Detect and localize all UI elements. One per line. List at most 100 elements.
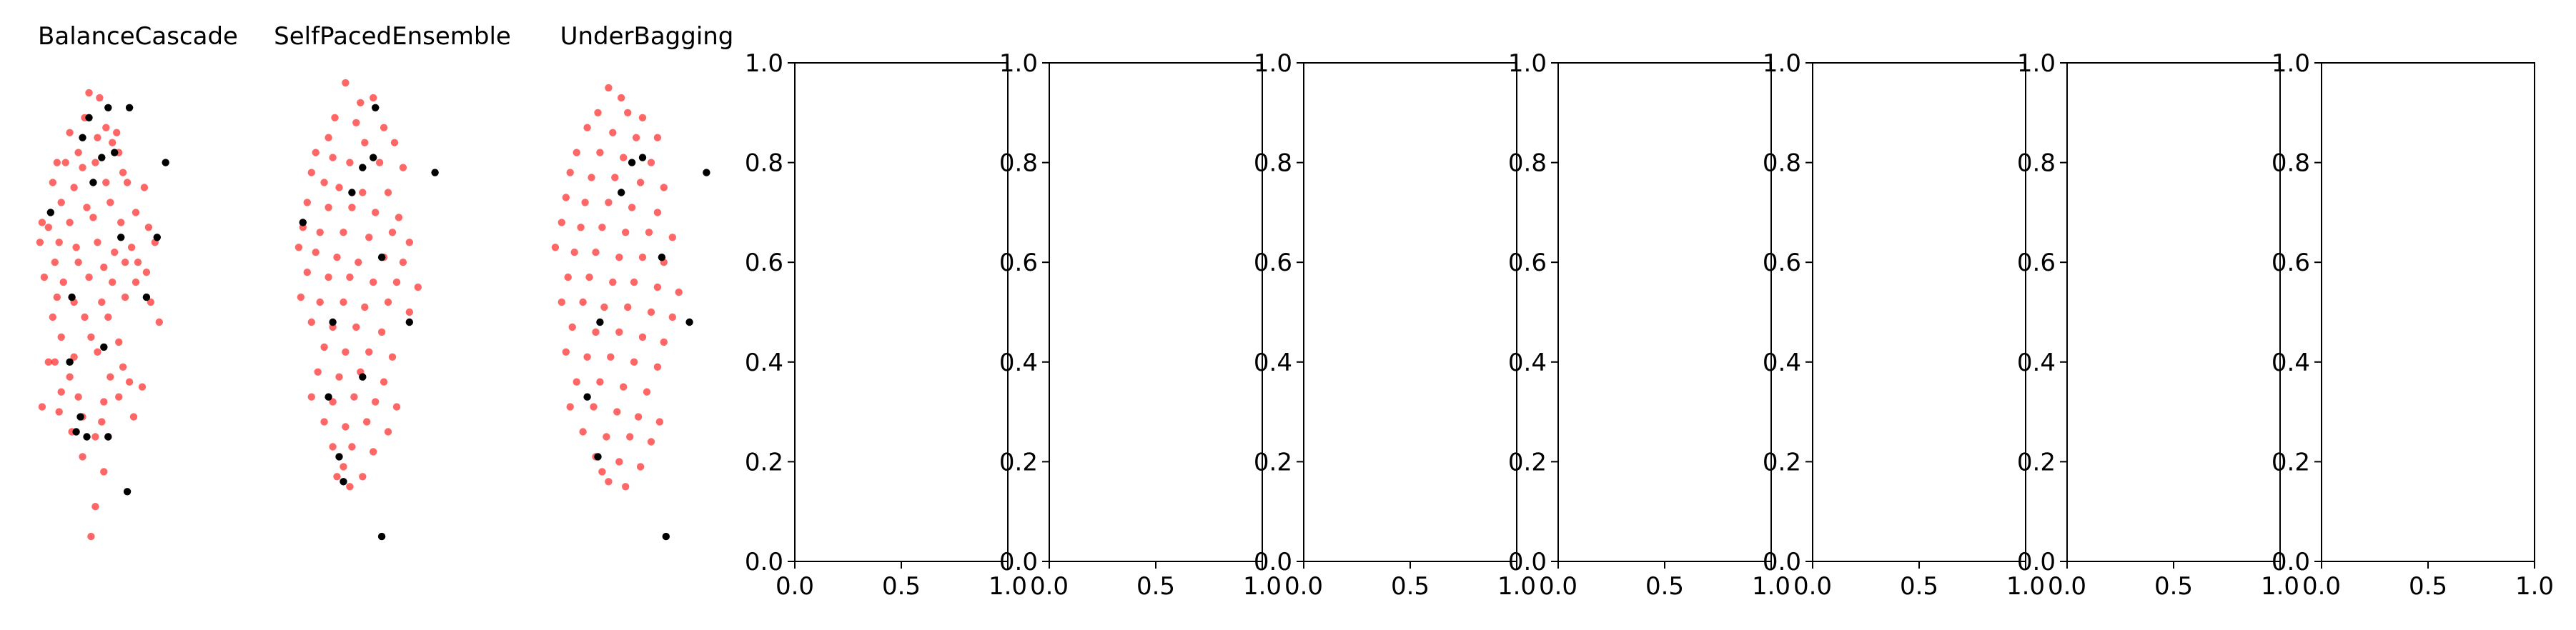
majority-point [592, 328, 600, 336]
majority-point [100, 468, 108, 476]
minority-point [628, 159, 636, 166]
majority-point [314, 368, 322, 376]
majority-point [61, 159, 69, 166]
majority-point [87, 333, 95, 341]
majority-point [316, 229, 324, 236]
y-tick-label: 0.6 [1254, 249, 1292, 277]
majority-point [38, 403, 46, 411]
majority-point [346, 159, 354, 166]
majority-point [303, 199, 311, 206]
majority-point [630, 358, 638, 366]
x-tick-label: 0.0 [1539, 572, 1577, 601]
minority-point [83, 433, 91, 441]
majority-point [352, 323, 360, 331]
majority-point [579, 428, 587, 436]
majority-point [342, 79, 350, 87]
majority-point [44, 358, 52, 366]
x-tick-label: 0.0 [1030, 572, 1069, 601]
majority-point [294, 244, 303, 251]
majority-point [583, 124, 591, 131]
majority-point [87, 532, 95, 541]
majority-point [320, 179, 328, 186]
majority-point [573, 378, 580, 386]
minority-point [79, 134, 86, 141]
minority-point [111, 149, 119, 156]
y-tick-label: 0.2 [999, 448, 1038, 476]
y-tick-label: 0.4 [999, 349, 1038, 377]
majority-point [100, 264, 108, 271]
majority-point [392, 403, 401, 411]
majority-point [558, 219, 565, 226]
minority-point [377, 254, 386, 261]
y-tick-label: 1.0 [2017, 49, 2056, 78]
minority-point [335, 453, 343, 461]
y-tick-label: 0.4 [2017, 349, 2056, 377]
x-tick-label: 0.0 [2048, 572, 2086, 601]
majority-point [79, 164, 86, 171]
minority-point [100, 343, 108, 351]
majority-point [388, 353, 397, 361]
majority-point [125, 378, 134, 386]
majority-point [620, 154, 628, 161]
majority-point [109, 278, 117, 286]
minority-point [370, 154, 377, 161]
minority-point [340, 478, 347, 486]
majority-point [594, 109, 602, 116]
majority-point [653, 134, 662, 141]
majority-point [615, 328, 623, 336]
majority-point [647, 438, 655, 446]
x-tick-label: 0.5 [2409, 572, 2447, 601]
majority-point [611, 174, 619, 181]
majority-point [325, 204, 332, 211]
majority-point [359, 189, 367, 196]
majority-point [53, 159, 61, 166]
majority-point [140, 184, 149, 191]
y-tick-label: 1.0 [1763, 49, 1801, 78]
subplot-10: 0.0 0.2 0.4 0.6 0.8 1.0 0.0 0.5 1.0 [2272, 49, 2554, 601]
majority-point [320, 343, 328, 351]
majority-point [83, 204, 91, 211]
majority-point [370, 278, 377, 286]
majority-point [361, 139, 369, 146]
y-tick-label: 0.0 [1508, 548, 1547, 576]
majority-point [55, 408, 63, 416]
majority-point [134, 259, 142, 266]
majority-point [89, 214, 97, 221]
majority-point [653, 209, 662, 216]
majority-point [361, 303, 369, 311]
majority-point [579, 298, 587, 306]
majority-point [622, 483, 630, 491]
minority-point [98, 154, 106, 161]
majority-point [325, 273, 332, 281]
minority-point [594, 453, 602, 461]
y-tick-label: 0.4 [1763, 349, 1801, 377]
y-tick-label: 0.0 [1254, 548, 1292, 576]
majority-point [144, 224, 153, 231]
majority-point [66, 129, 74, 136]
majority-point [119, 169, 127, 176]
x-tick-label: 1.0 [989, 572, 1027, 601]
majority-point [70, 184, 78, 191]
majority-point [49, 313, 57, 321]
majority-point [38, 219, 46, 226]
majority-point [102, 124, 110, 131]
majority-point [352, 119, 360, 126]
minority-point [76, 413, 84, 421]
majority-point [312, 249, 319, 256]
majority-point [660, 184, 668, 191]
majority-point [333, 473, 341, 481]
majority-point [647, 159, 655, 166]
majority-point [115, 338, 123, 346]
majority-point [340, 463, 347, 471]
majority-point [66, 219, 74, 226]
majority-point [307, 169, 315, 176]
y-tick-label: 1.0 [1508, 49, 1547, 78]
minority-point [618, 189, 625, 196]
majority-point [91, 503, 99, 511]
majority-point [668, 313, 676, 321]
majority-point [624, 303, 632, 311]
minority-point [377, 532, 386, 541]
majority-point [399, 164, 407, 171]
majority-point [620, 383, 628, 391]
subplot-2: SelfPacedEnsemble [274, 22, 511, 541]
